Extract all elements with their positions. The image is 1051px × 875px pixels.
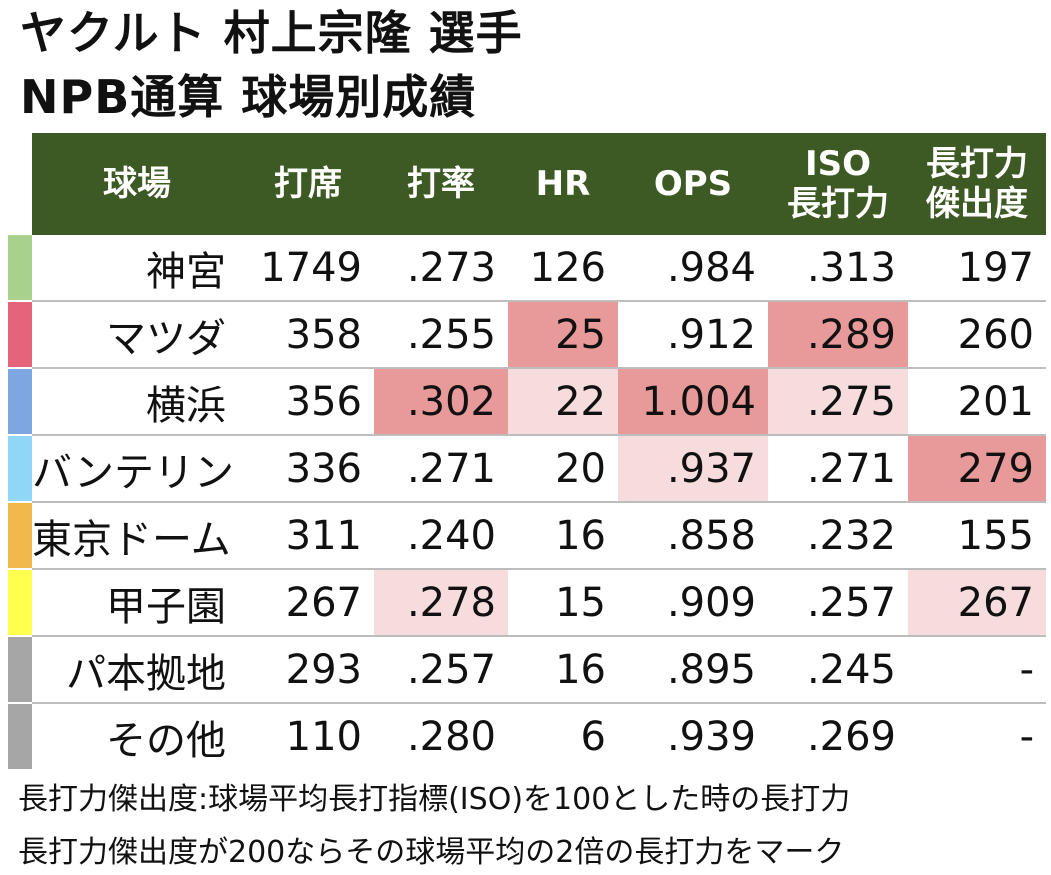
cell-avg: .280 (406, 713, 496, 760)
column-header-ops: OPS (618, 133, 768, 235)
cell-hr: 16 (508, 636, 618, 704)
cell-venue: その他 (106, 717, 226, 764)
cell-venue: マツダ (32, 301, 242, 369)
cell-hr: 6 (580, 713, 606, 760)
cell-venue: 東京ドーム (32, 502, 242, 570)
venue-color-bar (8, 502, 32, 570)
cell-avg: .271 (374, 435, 508, 503)
cell-avg: .278 (374, 569, 508, 637)
cell-venue: 横浜 (32, 368, 242, 436)
cell-pa: 1749 (242, 235, 374, 302)
column-header-venue: 球場 (32, 133, 242, 235)
cell-avg: .302 (374, 368, 508, 436)
column-header-text: 傑出度 (926, 184, 1028, 224)
cell-hr: 15 (508, 569, 618, 637)
column-header-text: 長打力 (926, 143, 1028, 184)
cell-avg: .257 (374, 636, 508, 704)
table-row: バンテリン 336.271 20.937.271 279 (8, 435, 1046, 503)
venue-color-bar (8, 569, 32, 637)
cell-venue: パ本拠地 (32, 636, 242, 704)
cell-iso: .257 (768, 569, 908, 637)
column-header-text: OPS (653, 163, 733, 204)
cell-pa: 336 (242, 435, 374, 503)
venue-color-bar (8, 435, 32, 503)
cell-iso: .269 (806, 713, 896, 760)
column-header-text: HR (535, 163, 591, 204)
cell-iso: .289 (768, 301, 908, 369)
column-header-text: ISO (804, 143, 872, 184)
cell-ops: .858 (618, 502, 768, 570)
table-row: 横浜 356.302 22 1.004.275 201 (8, 368, 1046, 436)
column-header-hr: HR (508, 133, 618, 235)
cell-ops: .939 (666, 713, 756, 760)
column-header-text: 球場 (103, 163, 171, 204)
table-row: その他 110 .280 6 .939 .269 - (8, 703, 1046, 769)
cell-power: 260 (908, 301, 1046, 369)
column-header-iso: ISO 長打力 (768, 133, 908, 235)
cell-avg: .240 (374, 502, 508, 570)
cell-pa: 110 (285, 713, 362, 760)
cell-venue: バンテリン (32, 435, 242, 503)
chart-title-line1: ヤクルト 村上宗隆 選手 (20, 6, 523, 60)
cell-pa: 356 (242, 368, 374, 436)
cell-power: - (908, 636, 1046, 704)
cell-avg: .273 (374, 235, 508, 302)
cell-power: 155 (908, 502, 1046, 570)
cell-avg: .255 (374, 301, 508, 369)
venue-color-bar (8, 636, 32, 704)
cell-iso: .232 (768, 502, 908, 570)
cell-power: 267 (908, 569, 1046, 637)
chart-title-line2: NPB通算 球場別成績 (20, 70, 477, 124)
cell-power: 279 (908, 435, 1046, 503)
cell-ops: .912 (618, 301, 768, 369)
cell-power: 197 (908, 235, 1046, 302)
cell-hr: 126 (508, 235, 618, 302)
cell-iso: .275 (768, 368, 908, 436)
column-header-text: 打席 (274, 163, 342, 204)
table-row: パ本拠地 293.257 16.895.245- (8, 636, 1046, 704)
column-header-text: 打率 (407, 163, 475, 204)
cell-pa: 293 (242, 636, 374, 704)
cell-ops: .937 (618, 435, 768, 503)
cell-power: 201 (908, 368, 1046, 436)
table-row: 東京ドーム 311.240 16.858.232 155 (8, 502, 1046, 570)
cell-pa: 267 (242, 569, 374, 637)
cell-pa: 358 (242, 301, 374, 369)
cell-power: - (1019, 713, 1034, 760)
cell-ops: .895 (618, 636, 768, 704)
column-header-text: 長打力 (787, 184, 889, 224)
cell-venue: 神宮 (32, 235, 242, 302)
venue-color-bar (8, 368, 32, 436)
table-row: マツダ 358.255 25.912.289 260 (8, 301, 1046, 369)
cell-iso: .245 (768, 636, 908, 704)
cell-ops: .909 (618, 569, 768, 637)
table-header-row: 球場 打席 打率 HR OPS ISO 長打力 長打力 傑出度 (8, 133, 1046, 235)
cell-hr: 22 (508, 368, 618, 436)
venue-color-bar (8, 235, 32, 302)
cell-ops: .984 (618, 235, 768, 302)
cell-ops: 1.004 (618, 368, 768, 436)
venue-color-bar (8, 301, 32, 369)
cell-iso: .313 (768, 235, 908, 302)
cell-hr: 16 (508, 502, 618, 570)
cell-pa: 311 (242, 502, 374, 570)
cell-iso: .271 (768, 435, 908, 503)
cell-venue: 甲子園 (32, 569, 242, 637)
footnote-example: 長打力傑出度が200ならその球場平均の2倍の長打力をマーク (18, 835, 845, 870)
header-spacer (8, 133, 32, 235)
table-row: 神宮 1749.273 126.984.313 197 (8, 235, 1046, 302)
footnote-definition: 長打力傑出度:球場平均長打指標(ISO)を100とした時の長打力 (18, 782, 851, 817)
cell-hr: 20 (508, 435, 618, 503)
column-header-avg: 打率 (374, 133, 508, 235)
table-body: 神宮 1749.273 126.984.313 197 マツダ 358.255 25.912… (8, 235, 1046, 769)
stats-table: 球場 打席 打率 HR OPS ISO 長打力 長打力 傑出度 神宮 1749.273 126.98… (8, 133, 1046, 769)
table-row: 甲子園 267.278 15.909.257 267 (8, 569, 1046, 637)
cell-hr: 25 (508, 301, 618, 369)
column-header-pa: 打席 (242, 133, 374, 235)
column-header-power: 長打力 傑出度 (908, 133, 1046, 235)
venue-color-bar (8, 703, 32, 769)
